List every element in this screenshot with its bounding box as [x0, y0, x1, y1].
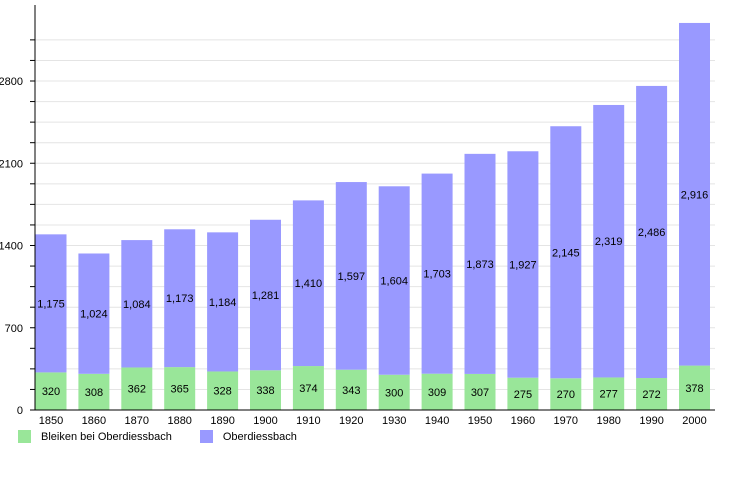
x-tick-label: 1870 [125, 415, 149, 425]
data-label: 1,175 [37, 298, 65, 310]
bar-1980-1 [593, 104, 625, 378]
legend-swatch-1 [199, 430, 213, 443]
data-label: 338 [256, 385, 274, 397]
x-tick-label: 1920 [339, 415, 363, 425]
data-label: 307 [471, 387, 489, 399]
x-tick-label: 1900 [253, 415, 277, 425]
legend-swatch-0 [18, 430, 31, 443]
data-label: 1,184 [209, 297, 237, 309]
bar-1900-0 [250, 370, 281, 410]
data-label: 2,319 [595, 236, 623, 248]
bar-1990-1 [636, 85, 668, 379]
data-label: 272 [642, 389, 660, 401]
data-label: 1,084 [123, 299, 151, 311]
data-label: 2,916 [681, 189, 709, 201]
y-tick-label: 700 [5, 323, 23, 335]
x-tick-label: 1940 [425, 415, 449, 425]
x-tick-label: 1880 [167, 415, 191, 425]
data-label: 1,410 [295, 278, 323, 290]
data-label: 277 [600, 389, 618, 401]
bar-1870-0 [121, 367, 153, 410]
bar-1990-0 [636, 378, 668, 410]
data-label: 365 [171, 384, 189, 396]
x-tick-label: 1960 [511, 415, 535, 425]
bar-1870-1 [121, 240, 153, 368]
bar-1940-0 [421, 373, 453, 410]
bar-1930-0 [378, 374, 410, 410]
data-label: 275 [514, 389, 532, 401]
bar-1960-0 [507, 377, 539, 410]
bar-1900-1 [250, 219, 281, 371]
data-label: 328 [213, 386, 231, 398]
legend: Bleiken bei Oberdiessbach Oberdiessbach [18, 430, 297, 443]
x-tick-label: 1990 [639, 415, 663, 425]
x-tick-label: 1930 [382, 415, 406, 425]
data-label: 1,597 [338, 271, 366, 283]
data-label: 320 [42, 386, 60, 398]
bar-1980-0 [593, 377, 625, 410]
x-tick-label: 1860 [82, 415, 106, 425]
bar-1890-0 [207, 371, 239, 410]
data-label: 1,281 [252, 290, 280, 302]
data-label: 2,145 [552, 247, 580, 259]
legend-label-1: Oberdiessbach [222, 430, 297, 443]
x-tick-label: 1910 [296, 415, 320, 425]
data-label: 2,486 [638, 227, 666, 239]
y-tick-label: 1400 [0, 241, 23, 253]
bar-1920-1 [335, 182, 367, 370]
data-label: 300 [385, 387, 403, 399]
x-tick-label: 1850 [39, 415, 63, 425]
data-label: 270 [557, 389, 575, 401]
data-label: 362 [128, 384, 146, 396]
data-label: 1,173 [166, 293, 194, 305]
data-label: 1,873 [466, 259, 494, 271]
bar-1850-1 [35, 234, 67, 373]
bar-1940-1 [421, 173, 453, 374]
x-tick-label: 1980 [596, 415, 620, 425]
bar-1920-0 [335, 369, 367, 410]
x-tick-label: 1970 [554, 415, 578, 425]
bar-2000-1 [679, 22, 710, 366]
bar-2000-0 [679, 365, 710, 410]
data-label: 374 [299, 383, 317, 395]
data-label: 308 [85, 387, 103, 399]
legend-label-0: Bleiken bei Oberdiessbach [41, 430, 172, 443]
bar-1910-0 [292, 366, 324, 410]
y-tick-label: 2100 [0, 158, 23, 170]
x-tick-label: 1950 [468, 415, 492, 425]
y-tick-label: 0 [17, 405, 23, 417]
data-label: 309 [428, 387, 446, 399]
bar-1860-1 [78, 253, 110, 374]
x-tick-label: 1890 [210, 415, 234, 425]
bar-1860-0 [78, 373, 110, 410]
bar-1930-1 [378, 186, 410, 375]
bar-1890-1 [207, 232, 239, 372]
bar-1950-0 [464, 373, 496, 410]
stacked-bar-chart: 0 700 1400 2100 2800 320 1,175 1850 308 1,024 1860… [0, 5, 715, 427]
bar-1970-1 [550, 126, 582, 379]
x-tick-label: 2000 [682, 415, 706, 425]
bar-1880-1 [164, 229, 196, 368]
bar-1850-0 [35, 372, 67, 410]
data-label: 1,604 [380, 276, 408, 288]
bar-1970-0 [550, 378, 582, 410]
data-label: 1,703 [423, 269, 451, 281]
y-tick-label: 2800 [0, 76, 23, 88]
data-label: 343 [342, 385, 360, 397]
bar-1910-1 [292, 200, 324, 367]
data-label: 378 [685, 383, 703, 395]
bar-1880-0 [164, 367, 196, 410]
data-label: 1,927 [509, 259, 537, 271]
bar-1950-1 [464, 153, 496, 374]
data-label: 1,024 [80, 309, 108, 321]
bar-1960-1 [507, 151, 539, 378]
